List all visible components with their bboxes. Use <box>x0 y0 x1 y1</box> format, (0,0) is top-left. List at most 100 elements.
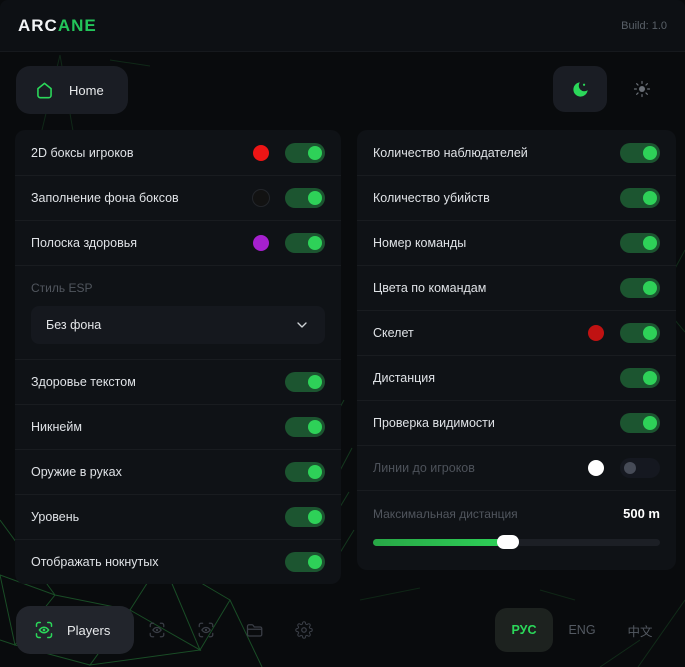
toggle-rows: Здоровье текстом Никнейм Оружие в руках … <box>15 359 341 584</box>
setting-label: Линии до игроков <box>373 461 475 475</box>
setting-row: Оружие в руках <box>15 449 341 494</box>
setting-row: Здоровье текстом <box>15 359 341 404</box>
toggle-switch[interactable] <box>285 462 325 482</box>
setting-row: Количество убийств <box>357 175 676 220</box>
setting-row: 2D боксы игроков <box>15 130 341 175</box>
toggle-switch[interactable] <box>285 233 325 253</box>
light-theme-button[interactable] <box>615 66 669 112</box>
setting-label: Количество убийств <box>373 191 490 205</box>
toggle-switch[interactable] <box>620 278 660 298</box>
setting-row: Отображать нокнутых <box>15 539 341 584</box>
slider-fill <box>373 539 508 546</box>
language-option-inactive[interactable]: 中文 <box>627 624 653 639</box>
scan-eye-icon <box>149 622 164 638</box>
color-swatch[interactable] <box>253 235 269 251</box>
setting-row: Полоска здоровья <box>15 220 341 265</box>
setting-row: Уровень <box>15 494 341 539</box>
setting-row: Дистанция <box>357 355 676 400</box>
color-swatch[interactable] <box>253 144 269 161</box>
setting-label: Никнейм <box>31 420 82 434</box>
setting-row: Цвета по командам <box>357 265 676 310</box>
brand-text-primary: ARC <box>18 15 58 35</box>
toggle-switch[interactable] <box>620 142 660 163</box>
players-label: Players <box>67 622 111 638</box>
setting-label: Уровень <box>31 510 80 524</box>
max-distance-header: Максимальная дистанция 500 m <box>373 506 660 521</box>
toggle-switch[interactable] <box>620 233 660 253</box>
toggle-switch[interactable] <box>620 413 660 433</box>
players-tab-button[interactable]: Players <box>16 606 135 654</box>
color-swatch[interactable] <box>588 460 604 476</box>
color-toggle-rows: 2D боксы игроков Заполнение фона боксов … <box>15 130 341 265</box>
setting-label: Оружие в руках <box>31 465 122 479</box>
build-version: Build: 1.0 <box>621 19 667 32</box>
esp-style-label: Стиль ESP <box>31 281 93 295</box>
toggle-switch[interactable] <box>285 188 325 208</box>
setting-label: Скелет <box>373 326 414 340</box>
color-swatch[interactable] <box>588 325 604 341</box>
tool-button-1[interactable] <box>132 606 181 654</box>
setting-label: 2D боксы игроков <box>31 145 134 160</box>
tool-button-2[interactable] <box>181 606 230 654</box>
esp-style-section: Стиль ESP Без фона <box>15 265 341 359</box>
max-distance-slider[interactable] <box>373 535 660 549</box>
language-switcher: РУС ENG 中文 <box>495 606 669 654</box>
setting-label: Проверка видимости <box>373 416 495 430</box>
app-logo: ARCANE <box>18 16 97 36</box>
setting-row: Линии до игроков <box>357 445 676 490</box>
toggle-switch[interactable] <box>620 323 660 343</box>
max-distance-value: 500 m <box>623 506 660 521</box>
max-distance-section: Максимальная дистанция 500 m <box>357 490 676 570</box>
setting-row: Заполнение фона боксов <box>15 175 341 220</box>
esp-settings-panel-right: Количество наблюдателей Количество убийс… <box>357 130 676 570</box>
language-option-inactive[interactable]: ENG <box>568 623 596 637</box>
esp-style-dropdown[interactable]: Без фона <box>31 306 325 344</box>
gear-icon <box>294 621 313 639</box>
theme-switcher <box>553 66 669 112</box>
setting-row: Номер команды <box>357 220 676 265</box>
home-button[interactable]: Home <box>16 66 128 114</box>
home-label: Home <box>69 82 104 98</box>
toggle-switch[interactable] <box>285 142 325 163</box>
toggle-rows: Количество наблюдателей Количество убийс… <box>357 130 676 490</box>
color-swatch[interactable] <box>253 190 269 206</box>
toggle-switch[interactable] <box>285 417 325 437</box>
toggle-switch[interactable] <box>620 368 660 388</box>
setting-row: Проверка видимости <box>357 400 676 445</box>
toggle-switch[interactable] <box>620 458 660 478</box>
players-scan-eye-icon <box>35 621 53 639</box>
setting-label: Отображать нокнутых <box>31 555 159 569</box>
setting-label: Цвета по командам <box>373 281 487 295</box>
scan-eye-icon <box>198 622 213 638</box>
toggle-switch[interactable] <box>285 507 325 527</box>
max-distance-label: Максимальная дистанция <box>373 506 518 521</box>
sun-icon <box>633 80 651 98</box>
header-bar: ARCANE Build: 1.0 <box>0 0 685 52</box>
setting-label: Дистанция <box>373 371 436 385</box>
toggle-switch[interactable] <box>285 552 325 572</box>
chevron-down-icon <box>297 322 307 328</box>
toggle-switch[interactable] <box>285 372 325 392</box>
tool-button-4[interactable] <box>279 606 328 654</box>
setting-label: Номер команды <box>373 236 467 250</box>
toggle-switch[interactable] <box>620 188 660 208</box>
setting-row: Количество наблюдателей <box>357 130 676 175</box>
setting-label: Количество наблюдателей <box>373 145 528 160</box>
slider-knob[interactable] <box>496 535 519 549</box>
moon-icon <box>572 81 588 97</box>
setting-label: Здоровье текстом <box>31 375 136 389</box>
tool-button-3[interactable] <box>230 606 279 654</box>
setting-row: Никнейм <box>15 404 341 449</box>
folder-icon <box>246 624 262 637</box>
language-option-active[interactable]: РУС <box>495 608 553 652</box>
brand-text-accent: ANE <box>57 15 97 35</box>
footer-tool-icons <box>132 606 328 654</box>
setting-label: Полоска здоровья <box>31 236 137 250</box>
esp-settings-panel-left: 2D боксы игроков Заполнение фона боксов … <box>15 130 341 584</box>
setting-row: Скелет <box>357 310 676 355</box>
dark-theme-button[interactable] <box>553 66 607 112</box>
setting-label: Заполнение фона боксов <box>31 191 179 205</box>
home-icon <box>37 82 52 98</box>
